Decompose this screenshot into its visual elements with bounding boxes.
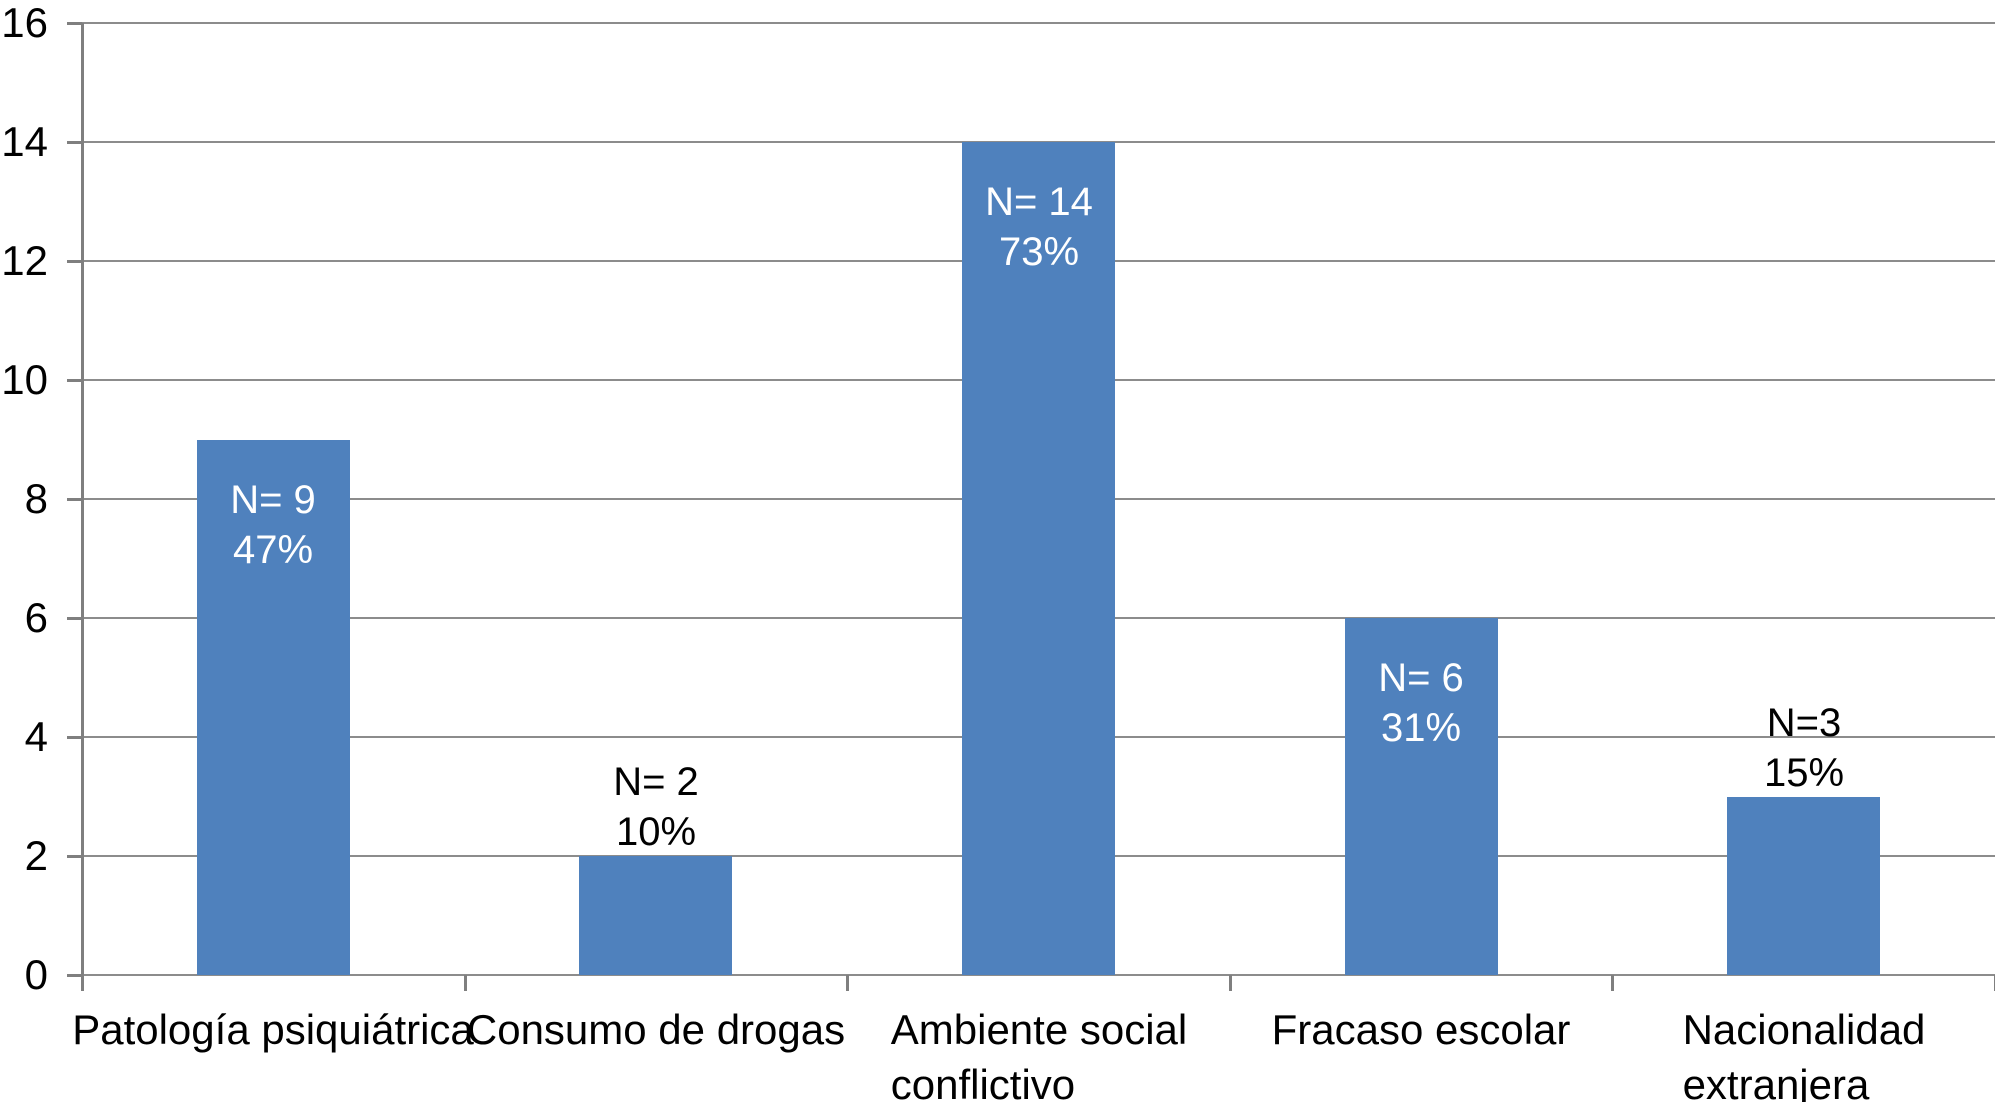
y-tick-label: 16	[1, 0, 48, 46]
y-tick-label: 10	[1, 356, 48, 403]
x-tick	[464, 975, 467, 991]
y-tick-label: 4	[24, 713, 48, 760]
bar	[1345, 618, 1498, 975]
y-tick-label: 8	[24, 475, 48, 522]
y-tick	[67, 855, 82, 858]
y-tick	[67, 141, 82, 144]
bar-value-label: N= 14 73%	[985, 180, 1093, 274]
x-tick	[846, 975, 849, 991]
y-tick-label: 6	[24, 594, 48, 641]
bar	[579, 856, 732, 975]
y-tick-label: 12	[1, 237, 48, 284]
y-axis-line	[81, 23, 84, 991]
x-category-label: Patología psiquiátrica	[72, 1006, 474, 1053]
y-tick	[67, 379, 82, 382]
y-tick-label: 2	[24, 832, 48, 879]
y-tick	[67, 736, 82, 739]
y-tick	[67, 498, 82, 501]
x-tick	[1229, 975, 1232, 991]
y-gridline	[82, 974, 1995, 976]
bar-value-label: N=3 15%	[1763, 701, 1845, 795]
bar-value-label: N= 6 31%	[1378, 656, 1464, 750]
x-category-label: Nacionalidad extranjera	[1682, 1006, 1926, 1102]
x-tick	[1611, 975, 1614, 991]
x-category-label: Fracaso escolar	[1271, 1006, 1571, 1053]
y-tick	[67, 974, 82, 977]
bar-value-label: N= 9 47%	[230, 478, 316, 572]
y-tick-label: 0	[24, 951, 48, 998]
bar	[962, 142, 1115, 975]
bar	[1727, 797, 1880, 975]
bar-value-label: N= 2 10%	[613, 760, 699, 854]
y-tick-label: 14	[1, 118, 48, 165]
x-category-label: Consumo de drogas	[466, 1006, 846, 1053]
bar	[197, 440, 350, 975]
y-gridline	[82, 22, 1995, 24]
y-tick	[67, 260, 82, 263]
x-category-label: Ambiente social conflictivo	[890, 1006, 1188, 1102]
y-tick	[67, 22, 82, 25]
y-tick	[67, 617, 82, 620]
